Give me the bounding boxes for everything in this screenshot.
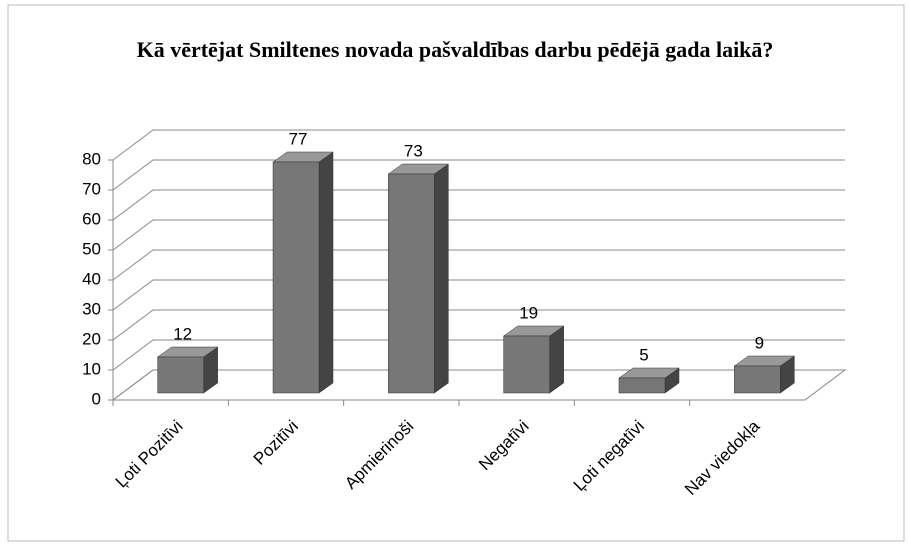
bar: [734, 365, 781, 394]
value-label: 19: [519, 303, 538, 322]
y-tick-label: 50: [82, 239, 101, 258]
bar: [272, 161, 320, 394]
y-tick-label: 20: [82, 329, 101, 348]
bar-side: [318, 151, 334, 394]
grid-line: [112, 339, 845, 371]
grid-line: [112, 279, 845, 311]
grid-line: [112, 219, 845, 251]
grid-line: [112, 369, 845, 401]
value-label: 9: [755, 333, 764, 352]
grid-line: [112, 159, 845, 191]
x-tick-label: Nav viedokļa: [681, 416, 764, 499]
y-tick-label: 60: [82, 209, 101, 228]
grid-line: [112, 129, 845, 161]
y-tick-label: 0: [92, 389, 101, 408]
grid-line: [112, 249, 845, 281]
x-tick-label: Apmierinoši: [341, 417, 417, 493]
y-tick-label: 10: [82, 359, 101, 378]
value-label: 77: [289, 129, 308, 148]
plot: 0 10 20 30 40 50 60 70 80 Ļoti Pozitīvi 12 Pozitīvi…: [82, 129, 847, 499]
x-tick-label: Ļoti negatīvi: [570, 417, 648, 495]
bar-side: [549, 325, 564, 394]
grid-line: [112, 189, 845, 221]
y-tick-label: 80: [82, 149, 101, 168]
value-label: 73: [404, 141, 423, 160]
grid-line: [112, 309, 845, 341]
value-label: 5: [639, 345, 648, 364]
chart-title: Kā vērtējat Smiltenes novada pašvaldības…: [136, 37, 774, 62]
x-tick-label: Ļoti Pozitīvi: [112, 417, 187, 492]
x-tick-label: Pozitīvi: [250, 417, 302, 469]
y-tick-label: 30: [82, 299, 101, 318]
y-tick-label: 40: [82, 269, 101, 288]
value-label: 12: [173, 324, 192, 343]
y-tick-label: 70: [82, 179, 101, 198]
x-tick-label: Negatīvi: [475, 417, 533, 475]
chart-frame: [7, 4, 905, 542]
bar: [388, 173, 435, 394]
bar-side: [434, 163, 449, 394]
bar: [618, 377, 666, 394]
bar: [503, 335, 550, 394]
bar: [157, 356, 204, 394]
